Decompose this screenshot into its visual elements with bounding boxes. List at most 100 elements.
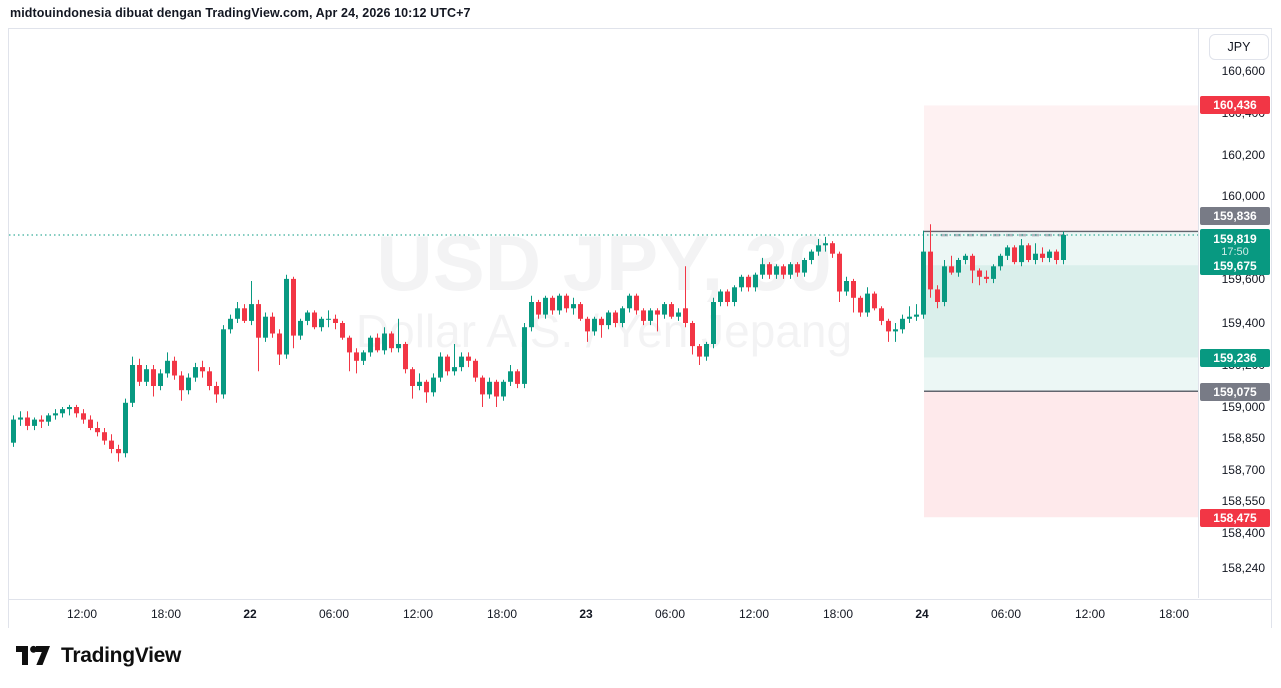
- candle-body: [816, 245, 821, 252]
- candle-body: [200, 367, 205, 372]
- candle-body: [515, 371, 520, 384]
- candle-body: [501, 381, 506, 397]
- candle-body: [851, 281, 856, 298]
- candle-body: [186, 377, 191, 391]
- candle-body: [711, 302, 716, 344]
- candle-body: [683, 308, 688, 323]
- price-pane-svg[interactable]: [9, 29, 1199, 598]
- current-price-badge[interactable]: 159,819 17:50: [1200, 229, 1270, 260]
- candle-body: [613, 312, 618, 323]
- candle-body: [165, 360, 170, 374]
- candle-body: [956, 260, 961, 273]
- candle-body: [102, 432, 107, 441]
- price-tick-label: 158,240: [1221, 561, 1265, 575]
- tradingview-wordmark: TradingView: [61, 643, 182, 667]
- candle-body: [599, 318, 604, 326]
- candle-body: [704, 344, 709, 357]
- candle-body: [928, 251, 933, 290]
- price-badge-entry[interactable]: 159,836: [1200, 207, 1270, 225]
- candle-body: [627, 295, 632, 309]
- price-axis[interactable]: 160,600160,400160,200160,000159,600159,4…: [1199, 29, 1271, 598]
- candle-body: [396, 344, 401, 349]
- position-risk-zone[interactable]: [924, 391, 1198, 518]
- price-tick-label: 160,600: [1221, 64, 1265, 78]
- time-tick-label: 06:00: [990, 607, 1022, 621]
- candle-body: [466, 356, 471, 361]
- candle-body: [32, 419, 37, 426]
- price-tick-label: 158,850: [1221, 431, 1265, 445]
- price-badge-target[interactable]: 159,675: [1200, 257, 1270, 275]
- candle-body: [158, 373, 163, 386]
- candle-body: [116, 449, 121, 454]
- candle-body: [620, 308, 625, 323]
- candle-body: [172, 360, 177, 376]
- currency-button[interactable]: JPY: [1209, 34, 1269, 60]
- price-tick-label: 158,550: [1221, 494, 1265, 508]
- candle-body: [536, 302, 541, 315]
- candle-body: [823, 243, 828, 246]
- candle-body: [676, 312, 681, 317]
- candle-body: [284, 278, 289, 355]
- candle-body: [725, 291, 730, 302]
- price-tick-label: 158,400: [1221, 526, 1265, 540]
- candle-body: [802, 260, 807, 273]
- time-tick-label: 18:00: [1158, 607, 1190, 621]
- candle-body: [53, 413, 58, 416]
- candle-body: [487, 381, 492, 395]
- time-tick-label: 23: [579, 607, 593, 621]
- candle-body: [963, 255, 968, 260]
- candle-body: [900, 318, 905, 330]
- time-tick-label: 12:00: [1074, 607, 1106, 621]
- candle-body: [592, 318, 597, 332]
- candle-body: [634, 295, 639, 311]
- candle-body: [690, 323, 695, 347]
- candle-body: [739, 276, 744, 288]
- candle-body: [256, 304, 261, 338]
- time-tick-label: 18:00: [486, 607, 518, 621]
- candle-body: [872, 293, 877, 309]
- candle-body: [410, 369, 415, 386]
- candle-body: [130, 365, 135, 403]
- price-tick-label: 160,200: [1221, 148, 1265, 162]
- candle-body: [669, 304, 674, 317]
- candle-body: [88, 419, 93, 428]
- candle-body: [193, 367, 198, 378]
- time-tick-label: 22: [243, 607, 257, 621]
- price-badge-entry[interactable]: 159,075: [1200, 383, 1270, 401]
- position-reward-zone[interactable]: [924, 265, 1198, 392]
- candle-body: [235, 308, 240, 319]
- tradingview-attribution-logo[interactable]: TradingView: [14, 642, 181, 669]
- candle-body: [95, 428, 100, 433]
- candle-body: [382, 333, 387, 351]
- candle-body: [893, 329, 898, 332]
- price-badge-stop[interactable]: 160,436: [1200, 96, 1270, 114]
- price-tick-label: 159,000: [1221, 400, 1265, 414]
- bar-countdown: 17:50: [1221, 245, 1249, 258]
- position-risk-zone[interactable]: [924, 105, 1198, 232]
- candle-body: [564, 295, 569, 309]
- time-tick-label: 18:00: [822, 607, 854, 621]
- price-badge-target[interactable]: 159,236: [1200, 349, 1270, 367]
- candle-body: [109, 440, 114, 449]
- candle-body: [865, 293, 870, 313]
- time-tick-label: 12:00: [66, 607, 98, 621]
- price-badge-stop[interactable]: 158,475: [1200, 509, 1270, 527]
- candle-body: [858, 297, 863, 313]
- candle-body: [249, 304, 254, 321]
- candle-body: [25, 417, 30, 426]
- candle-body: [543, 297, 548, 315]
- candle-body: [11, 419, 16, 443]
- time-tick-label: 06:00: [318, 607, 350, 621]
- candle-body: [214, 386, 219, 395]
- time-axis[interactable]: 12:00 18:00 22 06:00 12:00 18:00 23 06:00 12:00 1…: [9, 599, 1271, 629]
- candle-body: [81, 413, 86, 420]
- candle-body: [732, 287, 737, 302]
- candle-body: [319, 318, 324, 328]
- candle-body: [207, 371, 212, 386]
- candle-body: [942, 266, 947, 302]
- current-price-value: 159,819: [1213, 231, 1257, 246]
- candle-body: [998, 255, 1003, 267]
- price-tick-label: 160,000: [1221, 189, 1265, 203]
- time-tick-label: 12:00: [402, 607, 434, 621]
- candle-body: [508, 371, 513, 382]
